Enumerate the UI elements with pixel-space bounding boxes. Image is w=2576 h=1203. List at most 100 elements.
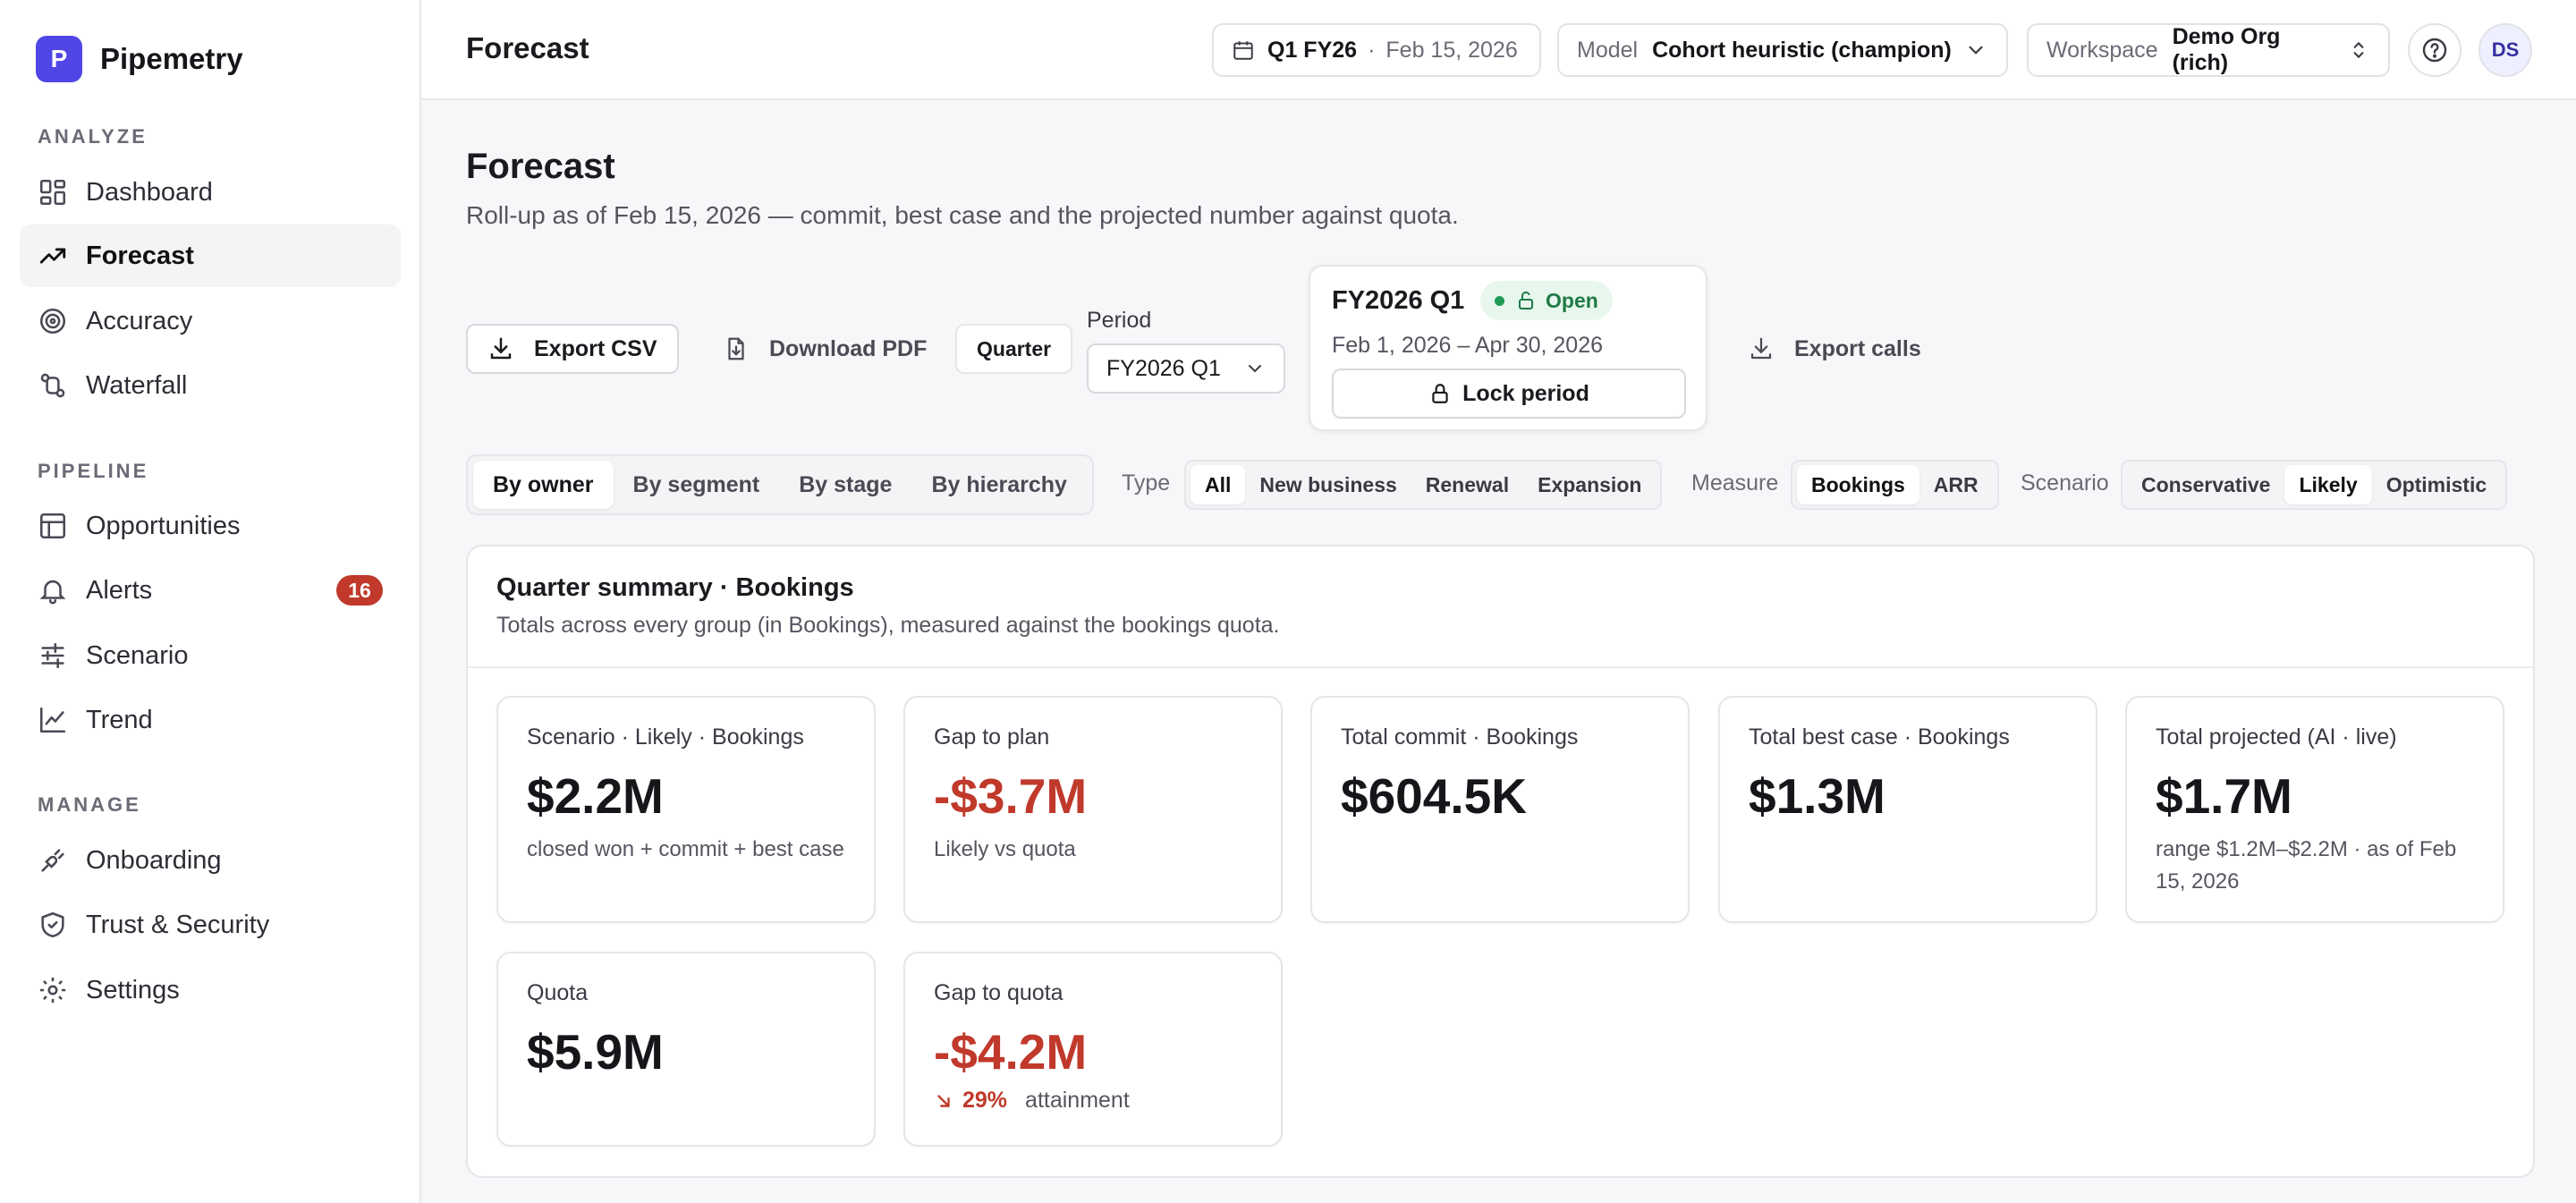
- measure-option-arr[interactable]: ARR: [1933, 472, 1979, 496]
- brand-name: Pipemetry: [100, 42, 243, 75]
- nav-section-pipeline: PIPELINE: [38, 460, 149, 482]
- stat-value: $2.2M: [527, 768, 664, 824]
- sidebar-item-label: Accuracy: [86, 306, 193, 335]
- chevron-updown-icon: [2347, 38, 2370, 62]
- sidebar-item-waterfall[interactable]: Waterfall: [20, 354, 401, 417]
- lock-period-label: Lock period: [1462, 380, 1589, 406]
- summary-subtitle: Totals across every group (in Bookings),…: [496, 613, 1280, 638]
- help-button[interactable]: [2408, 23, 2462, 77]
- type-option-expansion[interactable]: Expansion: [1538, 472, 1642, 496]
- model-select[interactable]: Model Cohort heuristic (champion): [1557, 23, 2008, 77]
- sidebar-item-scenario[interactable]: Scenario: [20, 624, 401, 687]
- tab-by-owner[interactable]: By owner: [473, 461, 614, 509]
- nav-section-manage: MANAGE: [38, 793, 141, 816]
- sidebar-item-label: Settings: [86, 975, 180, 1004]
- download-pdf-label: Download PDF: [769, 335, 928, 361]
- stat-label: Quota: [527, 980, 589, 1005]
- type-option-renewal[interactable]: Renewal: [1425, 472, 1510, 496]
- period-date-picker[interactable]: Q1 FY26 · Feb 15, 2026: [1212, 23, 1541, 77]
- stat-label: Total commit · Bookings: [1341, 724, 1579, 750]
- measure-filter-label: Measure: [1691, 470, 1779, 496]
- sidebar-item-dashboard[interactable]: Dashboard: [20, 161, 401, 224]
- sidebar-item-label: Opportunities: [86, 511, 241, 540]
- stat-label: Gap to plan: [934, 724, 1050, 750]
- sidebar-item-label: Trend: [86, 705, 153, 734]
- sidebar-item-forecast[interactable]: Forecast: [20, 225, 401, 287]
- brand-logo: P: [36, 36, 82, 82]
- main-content: Forecast Roll-up as of Feb 15, 2026 — co…: [421, 100, 2576, 1203]
- workspace-label: Workspace: [2046, 37, 2158, 63]
- summary-title: Quarter summary · Bookings: [496, 573, 854, 602]
- stat-label: Total projected (AI · live): [2156, 724, 2397, 750]
- stat-label: Total best case · Bookings: [1749, 724, 2010, 750]
- sidebar-item-settings[interactable]: Settings: [20, 959, 401, 1021]
- table-icon: [38, 511, 68, 541]
- status-badge: Open: [1480, 281, 1613, 320]
- stat-value: $1.3M: [1749, 768, 1885, 824]
- sidebar-item-label: Forecast: [86, 241, 194, 270]
- chevron-down-icon: [1964, 38, 1987, 62]
- tab-by-stage[interactable]: By stage: [799, 471, 893, 497]
- scenario-option-conservative[interactable]: Conservative: [2141, 472, 2271, 496]
- lock-period-button[interactable]: Lock period: [1332, 369, 1686, 419]
- granularity-quarter[interactable]: Quarter: [955, 324, 1073, 374]
- type-option-all[interactable]: All: [1191, 465, 1246, 504]
- sidebar-item-trust-security[interactable]: Trust & Security: [20, 894, 401, 956]
- scenario-option-likely[interactable]: Likely: [2284, 465, 2372, 504]
- stat-card-quota: Quota $5.9M: [496, 952, 876, 1147]
- period-card-title: FY2026 Q1: [1332, 286, 1465, 315]
- calendar-icon: [1232, 38, 1255, 62]
- tab-by-hierarchy[interactable]: By hierarchy: [931, 471, 1067, 497]
- sidebar-item-accuracy[interactable]: Accuracy: [20, 290, 401, 352]
- dashboard-icon: [38, 177, 68, 208]
- quarter-summary-panel: Quarter summary · Bookings Totals across…: [466, 545, 2535, 1178]
- sidebar-item-opportunities[interactable]: Opportunities: [20, 495, 401, 557]
- stat-note: closed won + commit + best case: [527, 837, 844, 861]
- stat-value: $604.5K: [1341, 768, 1527, 824]
- brand[interactable]: P Pipemetry: [36, 36, 243, 82]
- scenario-filter-label: Scenario: [2021, 470, 2109, 496]
- stat-note: range $1.2M–$2.2M · as of Feb 15, 2026: [2156, 837, 2457, 894]
- sidebar-item-alerts[interactable]: Alerts 16: [20, 559, 401, 622]
- scenario-filter: Conservative Likely Optimistic: [2121, 460, 2508, 510]
- file-download-icon: [723, 335, 769, 362]
- user-avatar[interactable]: DS: [2479, 23, 2532, 77]
- stat-card-total-best-case: Total best case · Bookings $1.3M: [1718, 696, 2097, 923]
- export-calls-button[interactable]: Export calls: [1730, 324, 1939, 374]
- export-csv-label: Export CSV: [534, 335, 657, 361]
- help-icon: [2420, 36, 2449, 64]
- type-filter-label: Type: [1122, 470, 1171, 496]
- panel-divider: [468, 666, 2533, 668]
- status-dot: [1495, 295, 1504, 306]
- stat-card-total-projected: Total projected (AI · live) $1.7M range …: [2125, 696, 2504, 923]
- tab-by-segment[interactable]: By segment: [632, 471, 760, 497]
- group-by-tabs: By owner By segment By stage By hierarch…: [466, 454, 1094, 515]
- stat-label: Scenario · Likely · Bookings: [527, 724, 804, 750]
- top-bar: Forecast Q1 FY26 · Feb 15, 2026 Model Co…: [421, 0, 2576, 100]
- stat-card-gap-to-plan: Gap to plan -$3.7M Likely vs quota: [903, 696, 1283, 923]
- sidebar-item-label: Onboarding: [86, 845, 222, 875]
- shield-icon: [38, 910, 68, 940]
- period-select[interactable]: FY2026 Q1: [1087, 343, 1285, 394]
- sidebar-item-label: Trust & Security: [86, 910, 270, 939]
- stat-card-total-commit: Total commit · Bookings $604.5K: [1310, 696, 1690, 923]
- attainment-row: 29% attainment: [934, 1088, 1130, 1114]
- export-csv-button[interactable]: Export CSV: [466, 324, 679, 374]
- lock-icon: [1428, 382, 1452, 405]
- nav-section-analyze: ANALYZE: [38, 125, 148, 148]
- period-code: Q1 FY26: [1267, 37, 1358, 63]
- scenario-option-optimistic[interactable]: Optimistic: [2385, 472, 2487, 496]
- measure-option-bookings[interactable]: Bookings: [1797, 465, 1919, 504]
- sidebar: P Pipemetry ANALYZE Dashboard Forecast A…: [0, 0, 421, 1203]
- workspace-select[interactable]: Workspace Demo Org (rich): [2027, 23, 2390, 77]
- download-icon: [487, 335, 534, 362]
- sidebar-item-onboarding[interactable]: Onboarding: [20, 829, 401, 892]
- workspace-value: Demo Org (rich): [2172, 24, 2281, 75]
- sidebar-item-trend[interactable]: Trend: [20, 689, 401, 751]
- type-option-new-business[interactable]: New business: [1259, 472, 1397, 496]
- chevron-down-icon: [1244, 358, 1266, 379]
- attainment-label: attainment: [1025, 1088, 1130, 1113]
- download-pdf-button[interactable]: Download PDF: [705, 324, 945, 374]
- sidebar-item-label: Alerts: [86, 575, 153, 605]
